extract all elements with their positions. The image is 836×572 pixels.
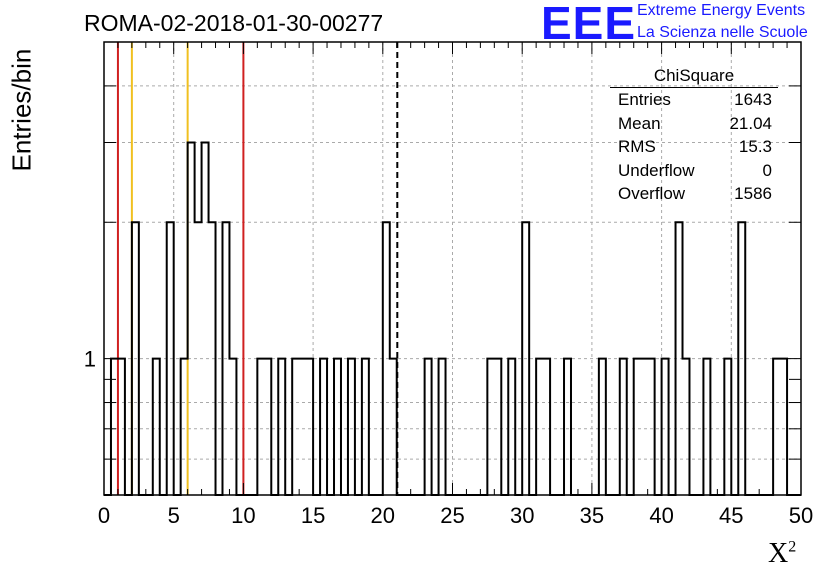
x-tick-label: 30 (510, 503, 534, 528)
logo-line-2: La Scienza nelle Scuole (637, 24, 808, 41)
stats-label: Entries (618, 90, 671, 109)
stats-value: 1643 (734, 90, 772, 109)
chart-title: ROMA-02-2018-01-30-00277 (84, 10, 384, 36)
x-tick-label: 50 (789, 503, 813, 528)
x-tick-label: 20 (371, 503, 395, 528)
logo-line-1: Extreme Energy Events (637, 2, 806, 19)
x-axis-label-main: X (768, 538, 789, 569)
stats-row: Entries 1643 (610, 88, 778, 112)
x-tick-label: 40 (649, 503, 673, 528)
y-tick-label: 1 (84, 347, 96, 372)
stats-label: Mean (618, 113, 661, 133)
x-axis-label-sup: 2 (788, 538, 797, 556)
y-axis-label: Entries/bin (6, 48, 37, 172)
x-tick-label: 35 (580, 503, 604, 528)
x-tick-label: 15 (301, 503, 325, 528)
stats-value: 21.04 (729, 113, 772, 133)
x-axis-label: X2 (768, 538, 796, 570)
stats-row: RMS 15.3 (610, 135, 778, 159)
x-tick-label: 10 (231, 503, 255, 528)
stats-label: RMS (618, 137, 656, 156)
stats-label: Underflow (618, 160, 695, 180)
stats-value: 15.3 (738, 137, 772, 156)
x-tick-label: 25 (440, 503, 464, 528)
x-tick-label: 45 (719, 503, 743, 528)
stats-row: Mean 21.04 (610, 112, 778, 136)
stats-value: 0 (762, 160, 772, 180)
stats-row: Underflow 0 (610, 159, 778, 183)
x-tick-label: 5 (168, 503, 180, 528)
eee-logo: EEE (541, 0, 637, 49)
stats-value: 1586 (734, 184, 772, 203)
stats-header: ChiSquare (610, 66, 778, 88)
stats-box: ChiSquare Entries 1643 Mean 21.04 RMS 15.3 … (610, 66, 778, 206)
stats-label: Overflow (618, 184, 686, 203)
x-tick-label: 0 (98, 503, 110, 528)
stats-row: Overflow 1586 (610, 182, 778, 206)
